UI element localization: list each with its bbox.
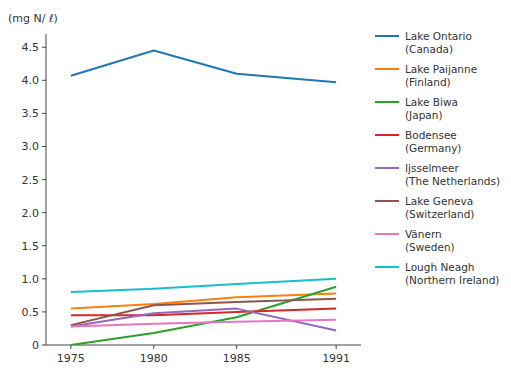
legend-label: Lough Neagh(Northern Ireland)	[405, 261, 499, 286]
y-tick-label: 4.5	[22, 41, 40, 54]
y-tick	[42, 278, 46, 279]
x-tick	[70, 345, 71, 349]
legend-swatch	[375, 101, 399, 103]
legend-label: Vänern(Sweden)	[405, 228, 455, 253]
series-line	[71, 287, 336, 345]
legend-swatch	[375, 266, 399, 268]
legend-label: Bodensee(Germany)	[405, 129, 461, 154]
y-tick-label: 1.0	[22, 273, 40, 286]
y-tick	[42, 345, 46, 346]
legend-label: Lake Biwa(Japan)	[405, 96, 458, 121]
x-tick-label: 1975	[57, 352, 85, 365]
y-tick-label: 2.0	[22, 207, 40, 220]
x-tick-label: 1985	[223, 352, 251, 365]
y-tick	[42, 80, 46, 81]
x-tick	[336, 345, 337, 349]
y-tick-label: 3.0	[22, 140, 40, 153]
series-line	[71, 279, 336, 292]
y-tick	[42, 245, 46, 246]
x-tick	[236, 345, 237, 349]
y-tick	[42, 212, 46, 213]
y-tick-label: 1.5	[22, 240, 40, 253]
legend-label: Ijsselmeer(The Netherlands)	[405, 162, 500, 187]
legend-label: Lake Paijanne(Finland)	[405, 63, 477, 88]
legend-label: Lake Ontario(Canada)	[405, 30, 472, 55]
legend-label: Lake Geneva(Switzerland)	[405, 195, 474, 220]
x-tick-label: 1980	[140, 352, 168, 365]
legend-swatch	[375, 200, 399, 202]
y-tick	[42, 47, 46, 48]
legend: Lake Ontario(Canada) Lake Paijanne(Finlan…	[375, 30, 500, 286]
y-tick-label: 0.5	[22, 306, 40, 319]
y-tick	[42, 179, 46, 180]
y-tick-label: 2.5	[22, 174, 40, 187]
legend-swatch	[375, 68, 399, 70]
y-tick	[42, 311, 46, 312]
y-tick	[42, 113, 46, 114]
y-tick-label: 3.5	[22, 107, 40, 120]
y-axis-label: (mg N/ ℓ)	[8, 12, 58, 25]
chart: 1975 1980 1985 1991 0 0.5 1.0 1.5 2.0 2.5 3.0 3.5 4.…	[0, 0, 511, 375]
x-axis	[46, 345, 361, 346]
y-tick-label: 4.0	[22, 74, 40, 87]
series-line	[71, 320, 336, 327]
x-tick-label: 1991	[322, 352, 350, 365]
legend-swatch	[375, 233, 399, 235]
series-line	[71, 51, 336, 83]
legend-swatch	[375, 167, 399, 169]
legend-swatch	[375, 134, 399, 136]
y-tick-label: 0	[32, 339, 39, 352]
legend-swatch	[375, 35, 399, 37]
x-tick	[153, 345, 154, 349]
series-line	[71, 309, 336, 331]
y-tick	[42, 146, 46, 147]
plot-area	[71, 51, 336, 345]
